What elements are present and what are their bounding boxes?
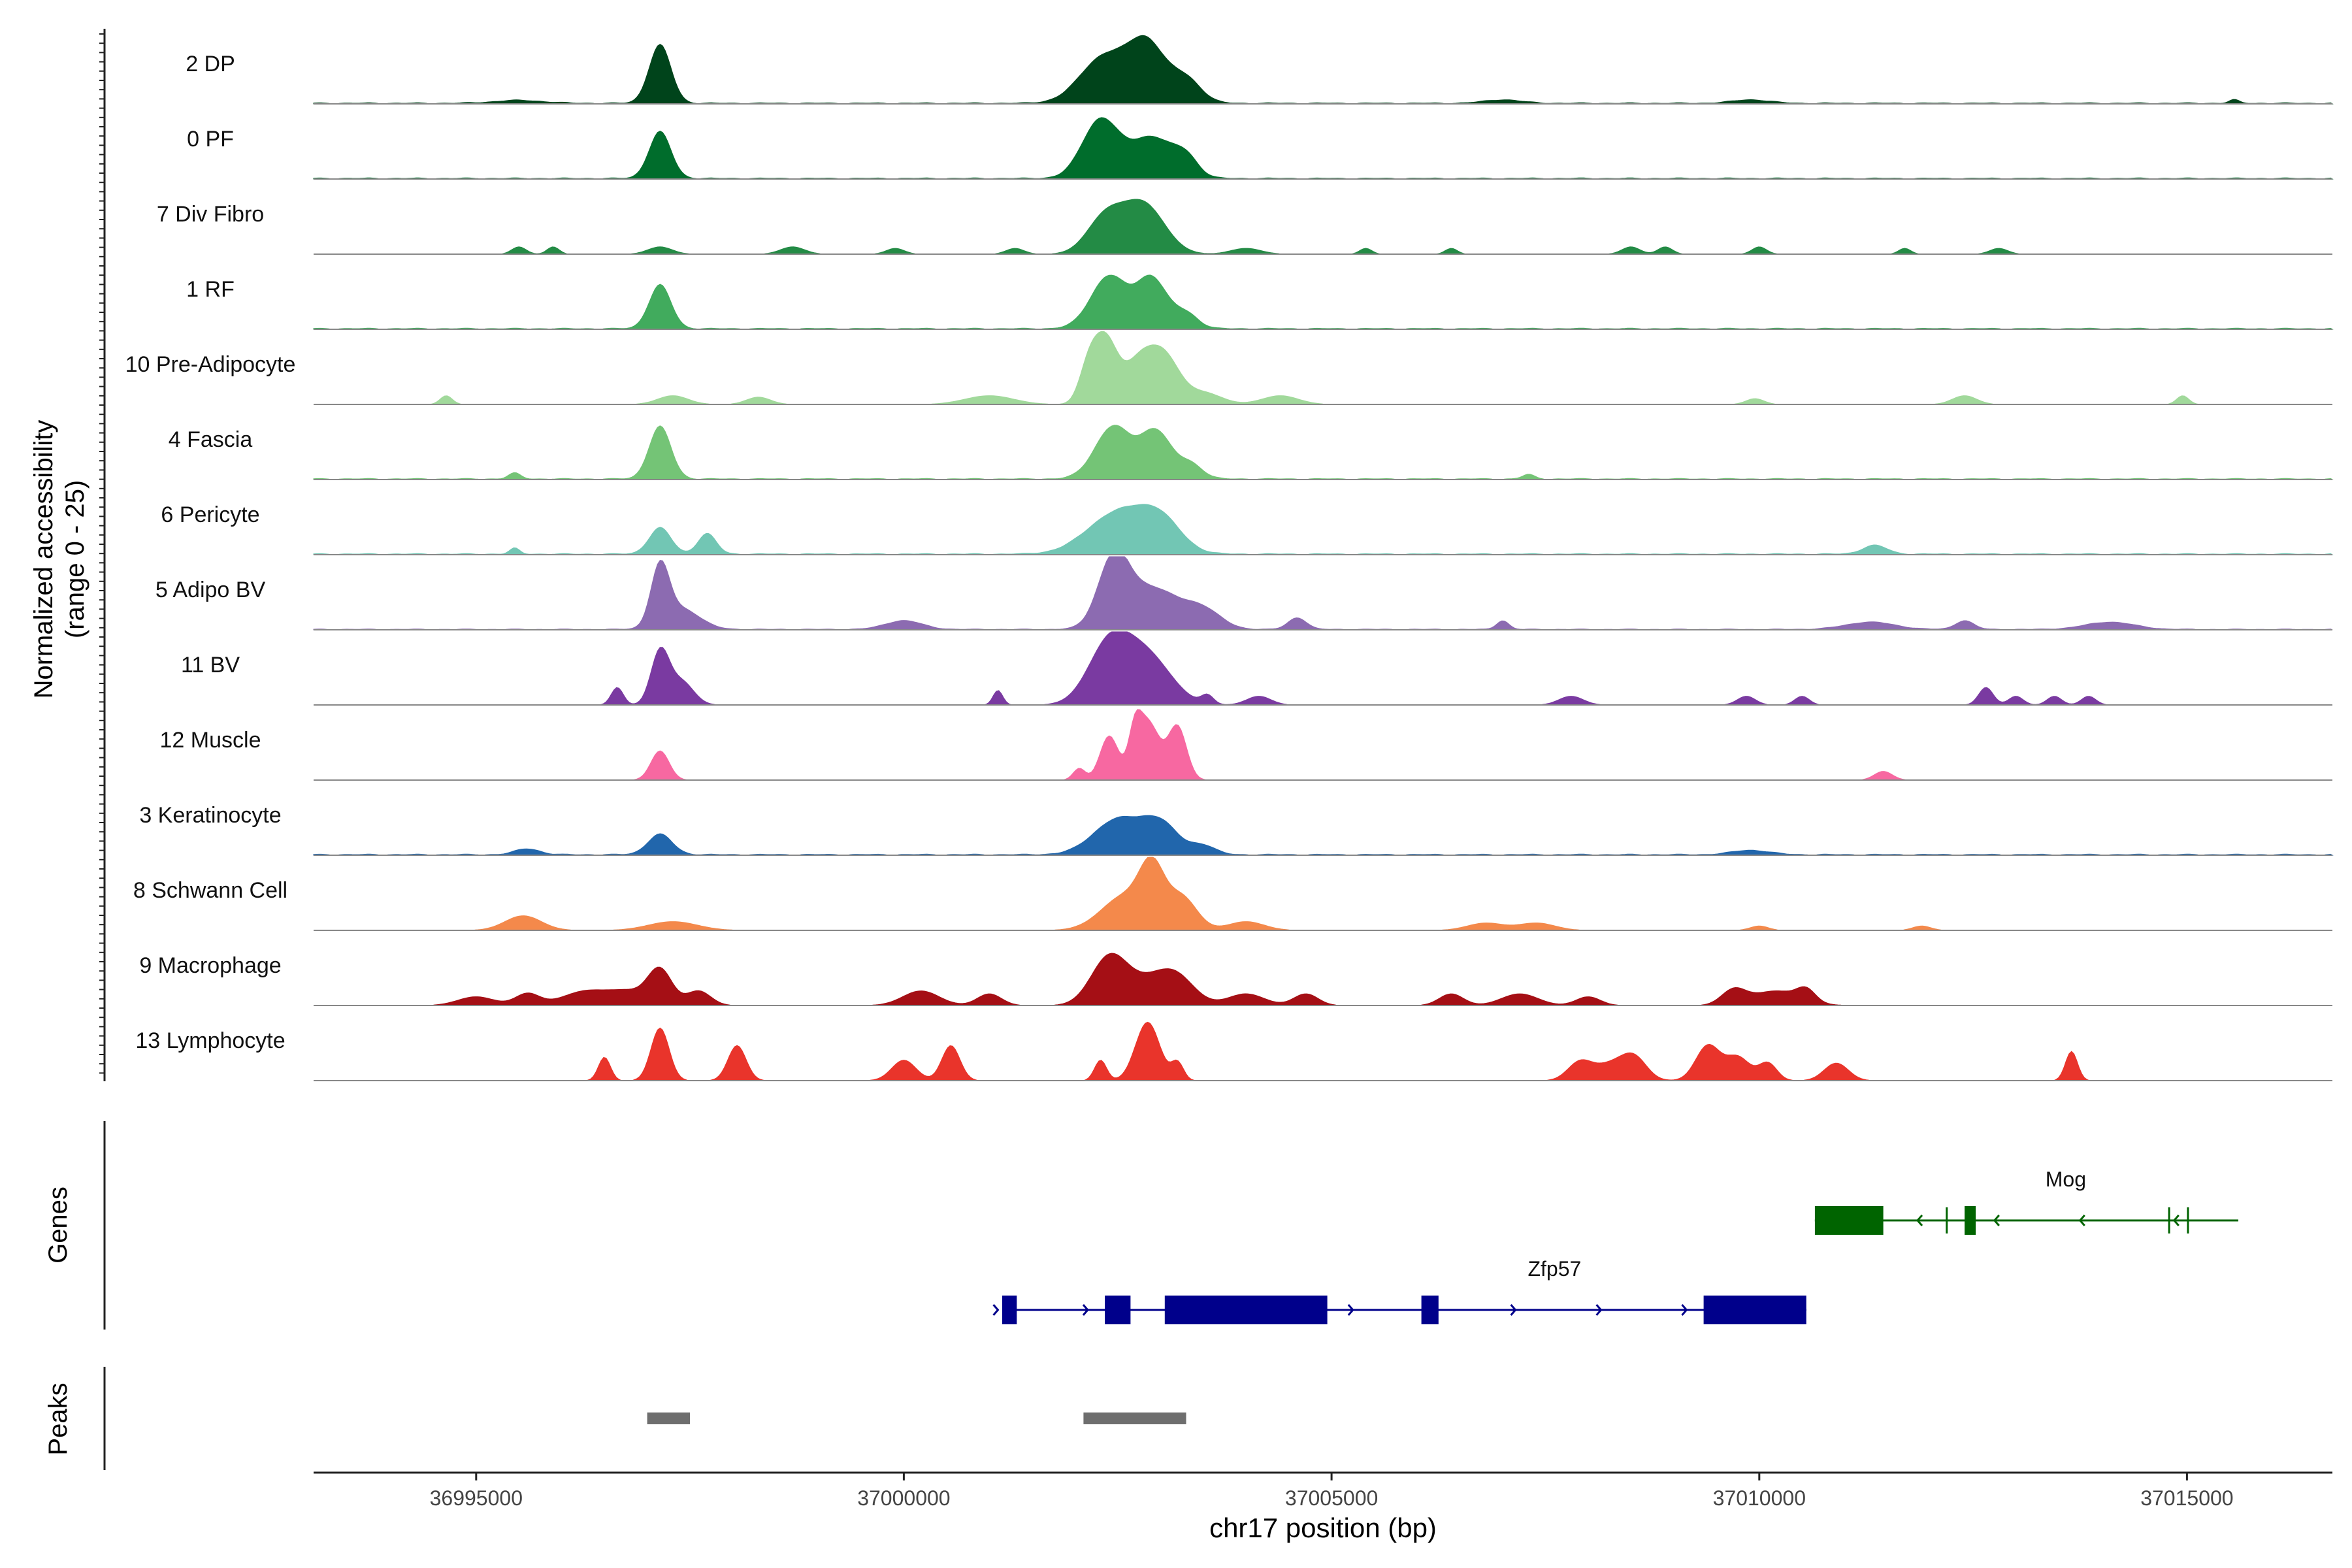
strand-arrow xyxy=(992,1304,1000,1316)
track-label: 9 Macrophage xyxy=(139,953,281,978)
track-label: 12 Muscle xyxy=(160,728,261,753)
track-label: 3 Keratinocyte xyxy=(139,803,281,828)
gene-exon xyxy=(2168,1207,2170,1233)
track-label: 5 Adipo BV xyxy=(155,578,266,602)
gene-exon xyxy=(1002,1296,1017,1324)
track-14: 13 Lymphocyte xyxy=(135,1021,2332,1081)
coverage-area xyxy=(314,199,2332,255)
coverage-area xyxy=(313,504,2334,555)
coverage-area xyxy=(314,709,2332,781)
peak-region xyxy=(1083,1413,1186,1424)
track-3: 7 Div Fibro xyxy=(157,199,2332,255)
strand-arrow xyxy=(2172,1215,2180,1226)
track-label: 13 Lymphocyte xyxy=(135,1028,285,1053)
y-axis-label-line2: (range 0 - 25) xyxy=(61,480,90,638)
y-axis-label-line1: Normalized accessibility xyxy=(29,420,58,699)
gene-exon xyxy=(1814,1206,1884,1235)
track-9: 11 BV xyxy=(181,631,2332,706)
strand-arrow xyxy=(2078,1215,2085,1226)
gene-exon xyxy=(1421,1296,1439,1324)
coverage-area xyxy=(314,631,2332,706)
track-2: 0 PF xyxy=(187,117,2334,180)
tracks-y-axis-ticks xyxy=(99,33,105,1074)
coverage-area xyxy=(313,556,2333,630)
strand-arrow xyxy=(1681,1304,1688,1316)
coverage-area xyxy=(313,815,2334,856)
coverage-area xyxy=(313,425,2334,480)
track-12: 8 Schwann Cell xyxy=(133,857,2332,931)
track-label: 0 PF xyxy=(187,127,234,152)
track-label: 2 DP xyxy=(186,52,235,76)
track-5: 10 Pre-Adipocyte xyxy=(125,331,2332,405)
coverage-area xyxy=(314,857,2332,931)
coverage-area xyxy=(314,331,2332,405)
track-13: 9 Macrophage xyxy=(139,953,2332,1006)
peaks-axis-label: Peaks xyxy=(44,1382,73,1455)
genes-axis-label: Genes xyxy=(44,1186,73,1264)
gene-zfp57: Zfp57 xyxy=(992,1257,1806,1324)
gene-track: Mog Zfp57 xyxy=(992,1168,2238,1324)
coverage-area xyxy=(314,1021,2332,1081)
track-label: 4 Fascia xyxy=(169,427,253,452)
x-tick-label: 37000000 xyxy=(857,1486,950,1510)
x-tick-label: 37010000 xyxy=(1713,1486,1806,1510)
coverage-area xyxy=(313,35,2334,105)
peak-region xyxy=(647,1413,691,1424)
coverage-area xyxy=(314,953,2332,1006)
gene-name-label: Zfp57 xyxy=(1527,1257,1581,1281)
track-11: 3 Keratinocyte xyxy=(139,803,2334,856)
strand-arrow xyxy=(1916,1215,1923,1226)
track-7: 6 Pericyte xyxy=(161,502,2334,555)
coverage-area xyxy=(313,274,2334,330)
gene-exon xyxy=(1965,1206,1976,1235)
gene-name-label: Mog xyxy=(2046,1168,2086,1191)
gene-mog: Mog xyxy=(1814,1168,2238,1235)
track-label: 7 Div Fibro xyxy=(157,202,264,227)
strand-arrow xyxy=(1595,1304,1603,1316)
x-tick-label: 36995000 xyxy=(430,1486,523,1510)
strand-arrow xyxy=(1347,1304,1354,1316)
coverage-area xyxy=(313,117,2334,180)
track-10: 12 Muscle xyxy=(160,709,2332,781)
strand-arrow xyxy=(1510,1304,1517,1316)
x-tick-label: 37015000 xyxy=(2140,1486,2233,1510)
track-label: 1 RF xyxy=(186,277,235,302)
track-8: 5 Adipo BV xyxy=(155,556,2333,630)
track-label: 6 Pericyte xyxy=(161,502,259,527)
track-label: 8 Schwann Cell xyxy=(133,878,287,903)
strand-arrow xyxy=(1993,1215,2000,1226)
track-label: 10 Pre-Adipocyte xyxy=(125,352,296,377)
x-axis-label: chr17 position (bp) xyxy=(1209,1512,1437,1543)
track-4: 1 RF xyxy=(186,274,2334,330)
x-tick-label: 37005000 xyxy=(1285,1486,1378,1510)
track-label: 11 BV xyxy=(181,653,240,678)
strand-arrow xyxy=(1082,1304,1089,1316)
gene-exon xyxy=(1105,1296,1131,1324)
track-1: 2 DP xyxy=(186,35,2334,105)
gene-exon xyxy=(1164,1296,1328,1324)
gene-exon xyxy=(1946,1207,1948,1233)
track-6: 4 Fascia xyxy=(169,425,2334,480)
gene-exon xyxy=(2187,1207,2189,1233)
accessibility-tracks: 2 DP 0 PF 7 Div Fibro 1 RF 10 Pre-Adipocyte 4… xyxy=(125,35,2334,1081)
peak-track xyxy=(647,1413,1186,1424)
x-axis-ticks: 36995000 37000000 37005000 37010000 37015000 xyxy=(430,1473,2234,1510)
gene-exon xyxy=(1703,1296,1806,1324)
